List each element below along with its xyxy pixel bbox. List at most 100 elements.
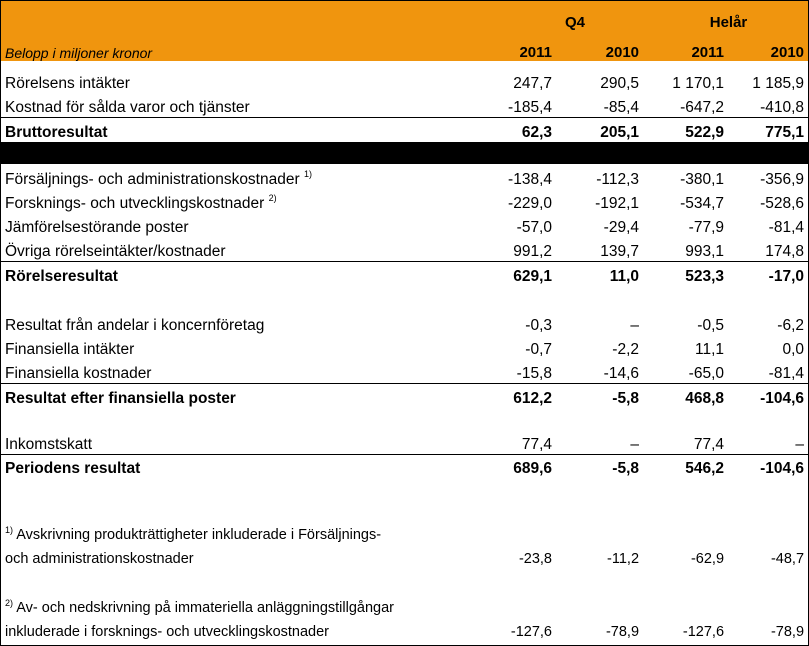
cell-value: -0,3: [525, 316, 552, 334]
unit-label: Belopp i miljoner kronor: [1, 31, 471, 61]
cell-value: -112,3: [596, 170, 640, 188]
cell-value: -15,8: [516, 364, 552, 382]
cell-value: -410,8: [760, 99, 805, 117]
cell-value: 689,6: [471, 453, 556, 479]
row-forskning-utveckling: Forsknings- och utvecklingskostnader 2) …: [1, 189, 808, 213]
cell-value: 11,0: [556, 261, 644, 287]
cell-value: -6,2: [777, 316, 805, 334]
row-inkomstskatt: Inkomstskatt 77,4 – 77,4 –: [1, 430, 808, 454]
footnote-text: 2) Av- och nedskrivning på immateriella …: [1, 591, 471, 616]
row-rorelsens-intakter: Rörelsens intäkter 247,7 290,5 1 170,1 1…: [1, 69, 808, 93]
cell-value: -62,9: [690, 551, 725, 568]
cell-value: -57,0: [516, 219, 552, 237]
header-group-year: Helår: [643, 1, 808, 31]
footnote-1-line-1: 1) Avskrivning produkträttigheter inklud…: [1, 518, 808, 543]
row-label: Forsknings- och utvecklingskostnader 2): [1, 189, 471, 213]
footnote-1-line-2: och administrationskostnader -23,8 -11,2…: [1, 543, 808, 567]
label-text: Forsknings- och utvecklingskostnader: [5, 194, 265, 212]
cell-value: 629,1: [471, 261, 556, 287]
row-label: Bruttoresultat: [1, 117, 471, 143]
cell-value: -5,8: [556, 453, 644, 479]
row-label: Kostnad för sålda varor och tjänster: [5, 99, 250, 117]
row-label: Övriga rörelseintäkter/kostnader: [5, 243, 226, 261]
cell-value: 991,2: [513, 243, 552, 261]
cell-value: -29,4: [603, 219, 640, 237]
year-full-2010: 2010: [728, 31, 808, 61]
header-empty-cell: [1, 1, 471, 31]
footnote-ref: 1): [303, 168, 312, 179]
cell-value: 522,9: [643, 117, 729, 143]
header-row-years: Belopp i miljoner kronor 2011 2010 2011 …: [1, 31, 808, 61]
year-full-2011: 2011: [643, 31, 729, 61]
footnote-text: 1) Avskrivning produkträttigheter inklud…: [1, 518, 471, 543]
cell-value: -356,9: [760, 170, 805, 188]
row-label: Rörelsens intäkter: [5, 75, 130, 93]
cell-value: -14,6: [603, 364, 640, 382]
cell-value: -65,0: [688, 364, 725, 382]
cell-value: 62,3: [471, 117, 556, 143]
cell-value: -78,9: [770, 624, 805, 641]
cell-value: -104,6: [728, 453, 808, 479]
row-label: Försäljnings- och administrationskostnad…: [1, 164, 471, 188]
cell-value: -138,4: [508, 170, 552, 188]
row-rorelseresultat: Rörelseresultat 629,1 11,0 523,3 -17,0: [1, 261, 808, 287]
row-label: Periodens resultat: [1, 453, 471, 479]
row-kostnad-salda-varor: Kostnad för sålda varor och tjänster -18…: [1, 93, 808, 117]
cell-value: 77,4: [693, 435, 725, 453]
cell-value: -48,7: [770, 551, 805, 568]
row-jamforelsestorande: Jämförelsestörande poster -57,0 -29,4 -7…: [1, 213, 808, 237]
cell-value: -185,4: [508, 99, 552, 117]
row-periodens-resultat: Periodens resultat 689,6 -5,8 546,2 -104…: [1, 453, 808, 479]
footnote-line: Av- och nedskrivning på immateriella anl…: [13, 599, 394, 616]
row-bruttoresultat: Bruttoresultat 62,3 205,1 522,9 775,1: [1, 117, 808, 143]
footnote-2-line-1: 2) Av- och nedskrivning på immateriella …: [1, 591, 808, 616]
row-label: Resultat från andelar i koncernföretag: [5, 316, 265, 334]
row-finansiella-intakter: Finansiella intäkter -0,7 -2,2 11,1 0,0: [1, 335, 808, 359]
cell-value: 11,1: [694, 340, 725, 358]
cell-value: 612,2: [471, 382, 556, 408]
cell-value: -0,7: [525, 340, 552, 358]
label-text: Försäljnings- och administrationskostnad…: [5, 170, 300, 188]
row-finansiella-kostnader: Finansiella kostnader -15,8 -14,6 -65,0 …: [1, 359, 808, 383]
footnote-marker: 1): [5, 524, 14, 535]
footnote-2-line-2: inkluderade i forsknings- och utveckling…: [1, 616, 808, 640]
row-label: Finansiella intäkter: [5, 340, 135, 358]
cell-value: -77,9: [688, 219, 725, 237]
cell-value: 523,3: [643, 261, 729, 287]
cell-value: -0,5: [697, 316, 725, 334]
cell-value: -23,8: [518, 551, 552, 568]
cell-value: –: [630, 435, 640, 453]
year-q4-2010: 2010: [556, 31, 644, 61]
row-andelar-koncern: Resultat från andelar i koncernföretag -…: [1, 310, 808, 334]
cell-value: -192,1: [595, 194, 640, 212]
footnote-line: och administrationskostnader: [5, 551, 194, 568]
row-label: Jämförelsestörande poster: [5, 219, 189, 237]
cell-value: -2,2: [612, 340, 640, 358]
cell-value: 468,8: [643, 382, 729, 408]
footnote-line: Avskrivning produkträttigheter inkludera…: [13, 526, 382, 543]
footnote-line: inkluderade i forsknings- och utveckling…: [5, 624, 330, 641]
footnote-marker: 2): [5, 597, 14, 608]
cell-value: -5,8: [556, 382, 644, 408]
year-q4-2011: 2011: [471, 31, 556, 61]
cell-value: –: [630, 316, 640, 334]
cell-value: 139,7: [600, 243, 640, 261]
row-label: Finansiella kostnader: [5, 364, 152, 382]
cell-value: 1 170,1: [672, 75, 725, 93]
cell-value: 1 185,9: [752, 75, 805, 93]
row-label: Resultat efter finansiella poster: [1, 382, 471, 408]
cell-value: -229,0: [508, 194, 552, 212]
cell-value: 174,8: [765, 243, 805, 261]
cell-value: 775,1: [728, 117, 808, 143]
row-forsaljning-admin: Försäljnings- och administrationskostnad…: [1, 164, 808, 188]
cell-value: -127,6: [682, 624, 725, 641]
cell-value: 205,1: [556, 117, 644, 143]
row-label: Rörelseresultat: [1, 261, 471, 287]
cell-value: -534,7: [680, 194, 725, 212]
cell-value: 290,5: [600, 75, 640, 93]
cell-value: 247,7: [513, 75, 552, 93]
row-ovriga-rorelse: Övriga rörelseintäkter/kostnader 991,2 1…: [1, 237, 808, 261]
cell-value: 546,2: [643, 453, 729, 479]
